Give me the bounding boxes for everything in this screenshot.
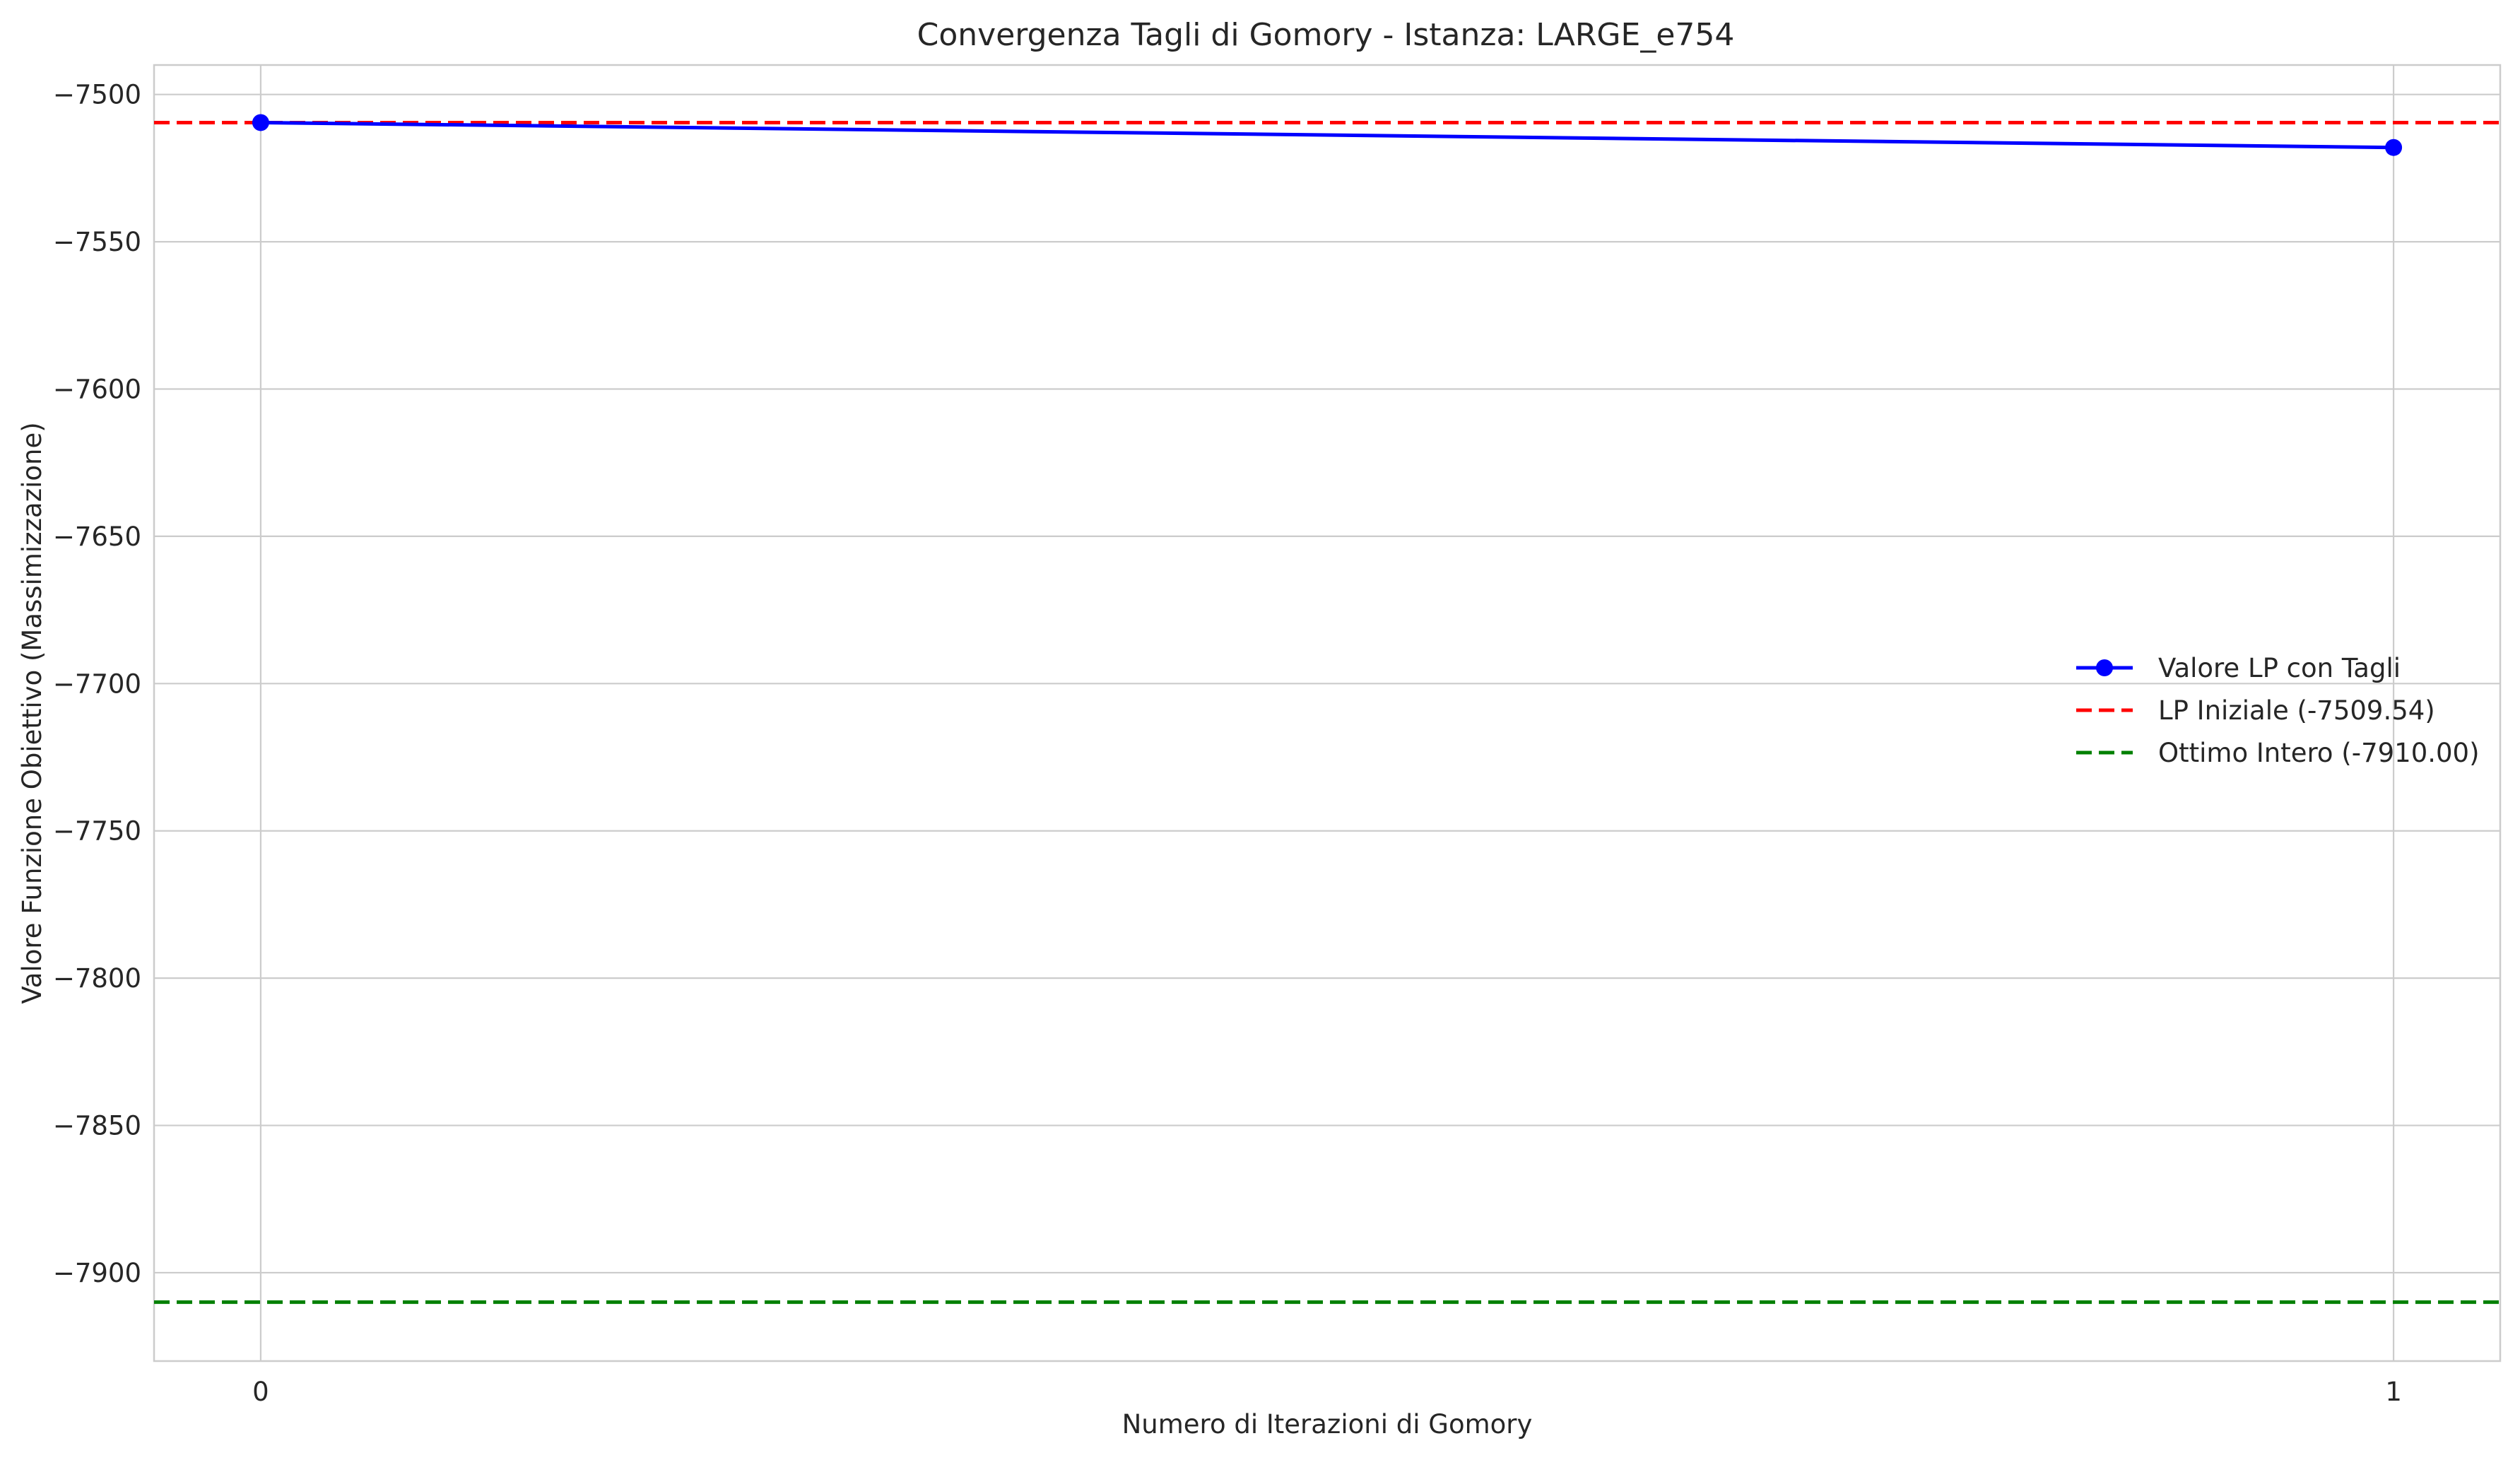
legend-label: LP Iniziale (-7509.54) (2158, 695, 2435, 726)
data-point (252, 114, 269, 131)
chart-title: Convergenza Tagli di Gomory - Istanza: L… (917, 17, 1735, 53)
x-axis-label: Numero di Iterazioni di Gomory (1122, 1409, 1533, 1440)
y-tick-label: −7550 (53, 227, 141, 257)
y-tick-label: −7800 (53, 963, 141, 994)
data-point (2385, 139, 2403, 156)
x-tick-label: 1 (2385, 1377, 2402, 1407)
legend-label: Ottimo Intero (-7910.00) (2158, 738, 2480, 768)
series-line (260, 120, 2394, 150)
y-tick-label: −7850 (53, 1111, 141, 1141)
legend-marker (2096, 659, 2113, 676)
y-axis-label: Valore Funzione Obiettivo (Massimizzazio… (17, 422, 47, 1003)
legend: Valore LP con Tagli LP Iniziale (-7509.54… (2076, 653, 2480, 768)
y-axis-ticks: −7500 −7550 −7600 −7650 −7700 −7750 −7800 −7850… (53, 80, 141, 1288)
reference-lines (154, 120, 2500, 1305)
y-tick-label: −7700 (53, 669, 141, 699)
y-tick-label: −7500 (53, 80, 141, 110)
grid (154, 65, 2500, 1361)
x-tick-label: 0 (252, 1377, 269, 1407)
series (252, 114, 2403, 156)
y-tick-label: −7750 (53, 816, 141, 847)
legend-label: Valore LP con Tagli (2158, 653, 2401, 683)
y-tick-label: −7900 (53, 1258, 141, 1288)
plot-frame (153, 64, 2502, 1362)
y-tick-label: −7600 (53, 375, 141, 405)
y-tick-label: −7650 (53, 522, 141, 552)
